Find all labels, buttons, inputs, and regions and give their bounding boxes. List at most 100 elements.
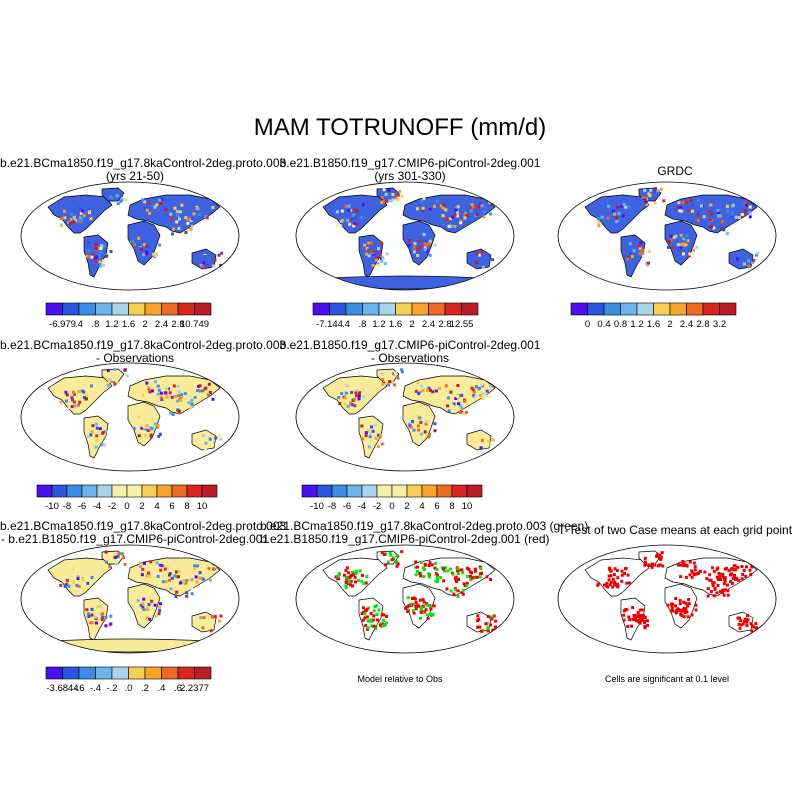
map-cell bbox=[370, 425, 374, 429]
map-cell bbox=[346, 571, 350, 575]
panel-8-map bbox=[557, 544, 777, 654]
colorbar-tick-label: 6 bbox=[434, 501, 439, 512]
map-cell bbox=[178, 581, 182, 585]
map-cell bbox=[422, 239, 425, 243]
map-cell bbox=[219, 614, 223, 618]
map-cell bbox=[172, 384, 176, 388]
map-cell bbox=[720, 227, 724, 231]
map-cell bbox=[387, 383, 391, 387]
map-cell bbox=[691, 571, 695, 575]
map-cell bbox=[419, 245, 423, 249]
colorbar-tick-label: 2 bbox=[667, 319, 672, 330]
map-cell bbox=[159, 396, 163, 400]
panel-4-map bbox=[20, 362, 240, 472]
map-cell bbox=[59, 223, 63, 227]
map-cell bbox=[609, 574, 613, 578]
map-cell bbox=[479, 567, 483, 570]
map-cell bbox=[377, 247, 380, 251]
map-cell bbox=[409, 425, 413, 429]
map-cell bbox=[141, 393, 145, 397]
map-cell bbox=[375, 604, 379, 608]
map-cell bbox=[201, 434, 205, 437]
map-border bbox=[295, 544, 515, 654]
map-cell bbox=[456, 205, 460, 209]
map-cell bbox=[491, 628, 495, 632]
colorbar-tick-label: -3.6844 bbox=[46, 683, 78, 694]
colorbar-box bbox=[66, 484, 83, 498]
map-cell bbox=[206, 614, 209, 618]
map-cell bbox=[72, 215, 76, 219]
map-cell bbox=[680, 614, 684, 618]
map-cell bbox=[366, 442, 370, 445]
map-cell bbox=[658, 563, 662, 567]
map-cell bbox=[90, 576, 94, 579]
map-cell bbox=[452, 592, 456, 596]
map-cell bbox=[716, 209, 720, 213]
map-cell bbox=[423, 246, 427, 250]
map-cell bbox=[76, 218, 80, 222]
map-cell bbox=[139, 565, 142, 569]
map-cell bbox=[638, 246, 642, 250]
map-cell bbox=[367, 429, 371, 433]
map-cell bbox=[407, 243, 411, 247]
map-cell bbox=[697, 571, 701, 575]
map-cell bbox=[349, 583, 352, 587]
map-cell bbox=[460, 393, 464, 397]
map-cell bbox=[754, 622, 758, 626]
map-cell bbox=[406, 610, 410, 613]
map-cell bbox=[486, 628, 490, 632]
map-cell bbox=[459, 404, 463, 408]
map-cell bbox=[678, 599, 682, 603]
map-cell bbox=[375, 618, 379, 622]
map-cell bbox=[671, 609, 675, 613]
map-cell bbox=[380, 241, 383, 245]
map-cell bbox=[163, 397, 167, 401]
map-cell bbox=[169, 411, 172, 415]
map-cell bbox=[476, 625, 480, 629]
map-cell bbox=[198, 576, 202, 580]
map-cell bbox=[717, 214, 721, 217]
colorbar-tick-label: .0 bbox=[125, 683, 133, 694]
map-cell bbox=[445, 218, 449, 222]
map-cell bbox=[743, 619, 746, 623]
map-cell bbox=[145, 208, 149, 212]
map-cell bbox=[155, 252, 159, 256]
map-cell bbox=[72, 390, 75, 394]
map-cell bbox=[729, 573, 732, 577]
map-cell bbox=[638, 617, 642, 620]
map-cell bbox=[87, 612, 90, 616]
map-cell bbox=[396, 193, 400, 197]
map-cell bbox=[596, 217, 600, 221]
map-cell bbox=[79, 211, 83, 215]
map-cell bbox=[120, 194, 123, 197]
map-cell bbox=[104, 254, 108, 258]
map-cell bbox=[72, 393, 76, 396]
map-cell bbox=[745, 620, 749, 624]
map-cell bbox=[190, 592, 194, 596]
map-cell bbox=[739, 619, 743, 623]
map-cell bbox=[148, 390, 152, 394]
map-cell bbox=[693, 572, 697, 576]
map-cell bbox=[674, 234, 678, 238]
map-cell bbox=[454, 588, 458, 592]
map-cell bbox=[195, 207, 199, 210]
map-cell bbox=[625, 581, 629, 585]
map-cell bbox=[381, 382, 385, 386]
map-cell bbox=[361, 606, 365, 610]
map-cell bbox=[692, 561, 696, 565]
map-cell bbox=[421, 610, 425, 614]
map-cell bbox=[643, 556, 647, 560]
map-cell bbox=[480, 438, 484, 442]
map-cell bbox=[638, 252, 642, 256]
map-cell bbox=[65, 393, 69, 397]
map-cell bbox=[723, 567, 727, 571]
map-cell bbox=[177, 394, 180, 398]
map-cell bbox=[179, 398, 183, 402]
panel-5-title-line2: - Observations bbox=[370, 351, 450, 365]
map-cell bbox=[459, 221, 463, 225]
map-cell bbox=[643, 560, 647, 564]
map-cell bbox=[72, 400, 76, 404]
map-cell bbox=[381, 200, 385, 204]
map-cell bbox=[183, 392, 187, 396]
map-cell bbox=[467, 389, 471, 393]
